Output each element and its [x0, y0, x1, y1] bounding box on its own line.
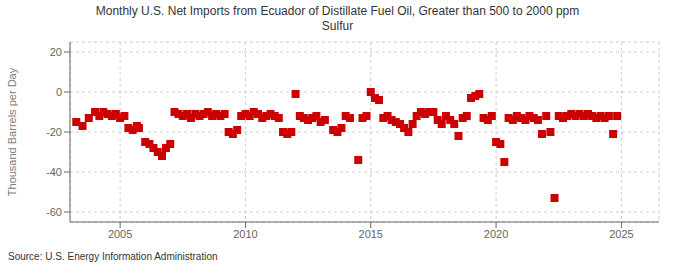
svg-text:-40: -40 — [46, 166, 62, 178]
svg-text:2010: 2010 — [233, 228, 257, 240]
svg-text:0: 0 — [56, 86, 62, 98]
svg-text:-60: -60 — [46, 206, 62, 218]
svg-text:20: 20 — [50, 46, 62, 58]
html-text:Monthly U.S. Net Imports from: Monthly U.S. Net Imports from Ecuador of… — [95, 4, 580, 18]
svg-text:2015: 2015 — [359, 228, 383, 240]
html-text:Sulfur: Sulfur — [321, 19, 354, 33]
svg-text:Thousand Barrels per Day: Thousand Barrels per Day — [8, 67, 18, 196]
svg-text:2005: 2005 — [108, 228, 132, 240]
html-text:Source: U.S. Energy Informatio: Source: U.S. Energy Information Administ… — [8, 251, 218, 262]
svg-text:2020: 2020 — [484, 228, 508, 240]
svg-text:-20: -20 — [46, 126, 62, 138]
svg-text:2025: 2025 — [609, 228, 633, 240]
